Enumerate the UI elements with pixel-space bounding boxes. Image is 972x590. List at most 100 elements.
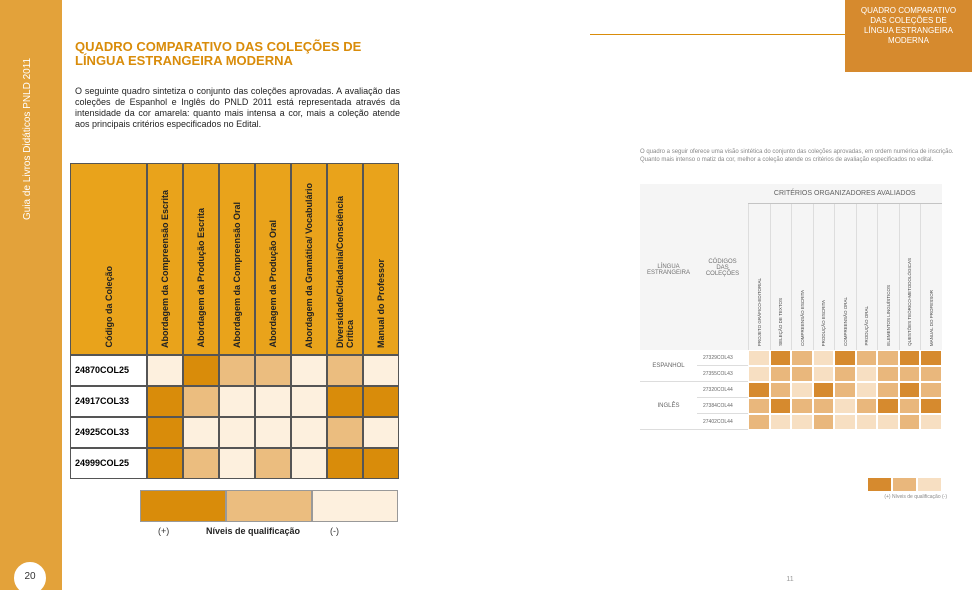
- page: Guia de Livros Didáticos PNLD 2011 20 QU…: [0, 0, 972, 590]
- level-cell: [291, 386, 327, 417]
- level-cell: [877, 366, 899, 382]
- level-cell: [791, 366, 813, 382]
- level-cell: [291, 417, 327, 448]
- level-cell: [748, 414, 770, 430]
- level-cell: [856, 350, 878, 366]
- level-cell: [813, 398, 835, 414]
- level-cell: [791, 382, 813, 398]
- level-cell: [813, 382, 835, 398]
- level-cell: [813, 350, 835, 366]
- legend-swatch: [312, 490, 398, 522]
- level-cell: [748, 382, 770, 398]
- level-cell: [219, 417, 255, 448]
- column-header: SELEÇÃO DE TEXTOS: [770, 204, 792, 350]
- level-cell: [748, 350, 770, 366]
- level-cell: [834, 350, 856, 366]
- level-cell: [183, 448, 219, 479]
- level-cell: [920, 398, 942, 414]
- level-cell: [770, 414, 792, 430]
- column-header: PRODUÇÃO ESCRITA: [813, 204, 835, 350]
- column-header: Abordagem da Compreensão Escrita: [147, 163, 183, 355]
- column-header: Manual do Professor: [363, 163, 399, 355]
- column-header: Abordagem da Compreensão Oral: [219, 163, 255, 355]
- column-header-text: ELEMENTOS LINGUÍSTICOS: [886, 285, 891, 346]
- level-cell: [327, 386, 363, 417]
- legend-label: (+) Níveis de qualificação (-): [862, 494, 947, 500]
- level-cell: [255, 417, 291, 448]
- column-header: PRODUÇÃO ORAL: [856, 204, 878, 350]
- level-cell: [363, 448, 399, 479]
- level-cell: [899, 398, 921, 414]
- level-cell: [834, 382, 856, 398]
- column-header: PROJETO GRÁFICO-EDITORIAL: [748, 204, 770, 350]
- level-cell: [899, 414, 921, 430]
- column-header-text: Diversidade/Cidadania/Consciência Crític…: [335, 170, 355, 348]
- level-cell: [327, 417, 363, 448]
- tab-title: QUADRO COMPARATIVO DAS COLEÇÕES DE LÍNGU…: [845, 0, 972, 72]
- level-cell: [770, 350, 792, 366]
- column-header: Abordagem da Gramática/ Vocabulário: [291, 163, 327, 355]
- column-header: Abordagem da Produção Escrita: [183, 163, 219, 355]
- column-header-text: COMPREENSÃO ORAL: [843, 297, 848, 346]
- column-header: Abordagem da Produção Oral: [255, 163, 291, 355]
- sidebar-text: Guia de Livros Didáticos PNLD 2011: [22, 40, 33, 220]
- level-cell: [791, 350, 813, 366]
- title: QUADRO COMPARATIVO DAS COLEÇÕES DE LÍNGU…: [75, 40, 375, 68]
- column-header-text: PRODUÇÃO ORAL: [864, 306, 869, 346]
- column-header-text: Abordagem da Compreensão Oral: [232, 202, 242, 348]
- language: ESPANHOL: [640, 350, 697, 382]
- level-cell: [363, 417, 399, 448]
- level-cell: [327, 355, 363, 386]
- level-cell: [255, 448, 291, 479]
- column-header-text: PRODUÇÃO ESCRITA: [821, 300, 826, 346]
- level-cell: [327, 448, 363, 479]
- column-header: ELEMENTOS LINGUÍSTICOS: [877, 204, 899, 350]
- level-cell: [219, 448, 255, 479]
- level-cell: [920, 414, 942, 430]
- level-cell: [834, 414, 856, 430]
- column-header: COMPREENSÃO ESCRITA: [791, 204, 813, 350]
- column-header-text: PROJETO GRÁFICO-EDITORIAL: [757, 278, 762, 346]
- level-cell: [899, 366, 921, 382]
- level-cell: [856, 414, 878, 430]
- legend-swatch: [918, 478, 941, 491]
- level-cell: [219, 355, 255, 386]
- level-cell: [877, 382, 899, 398]
- column-header-text: Código da Coleção: [104, 266, 114, 348]
- level-cell: [770, 382, 792, 398]
- column-header-text: Abordagem da Compreensão Escrita: [160, 190, 170, 348]
- column-header-text: Abordagem da Produção Oral: [268, 220, 278, 348]
- level-cell: [363, 355, 399, 386]
- column-header: COMPREENSÃO ORAL: [834, 204, 856, 350]
- level-cell: [920, 350, 942, 366]
- level-cell: [147, 386, 183, 417]
- level-cell: [834, 366, 856, 382]
- legend-plus: (+): [158, 526, 169, 536]
- column-header: QUESTÕES TEÓRICO-METODOLÓGICAS: [899, 204, 921, 350]
- level-cell: [813, 366, 835, 382]
- level-cell: [856, 398, 878, 414]
- level-cell: [147, 355, 183, 386]
- level-cell: [791, 414, 813, 430]
- column-header: Código da Coleção: [70, 163, 147, 355]
- level-cell: [183, 417, 219, 448]
- level-cell: [791, 398, 813, 414]
- language: INGLÊS: [640, 382, 697, 430]
- level-cell: [291, 355, 327, 386]
- legend-minus: (-): [330, 526, 339, 536]
- row-code: 24925COL33: [70, 417, 147, 448]
- level-cell: [877, 398, 899, 414]
- paragraph: O seguinte quadro sintetiza o conjunto d…: [75, 86, 400, 130]
- level-cell: [219, 386, 255, 417]
- row-code: 24917COL33: [70, 386, 147, 417]
- level-cell: [877, 350, 899, 366]
- level-cell: [770, 398, 792, 414]
- level-cell: [291, 448, 327, 479]
- level-cell: [770, 366, 792, 382]
- row-code: 27384COL44: [697, 398, 748, 414]
- column-header: MANUAL DO PROFESSOR: [920, 204, 942, 350]
- level-cell: [255, 386, 291, 417]
- paragraph: O quadro a seguir oferece uma visão sint…: [640, 148, 962, 164]
- row-code: 27355COL43: [697, 366, 748, 382]
- level-cell: [920, 366, 942, 382]
